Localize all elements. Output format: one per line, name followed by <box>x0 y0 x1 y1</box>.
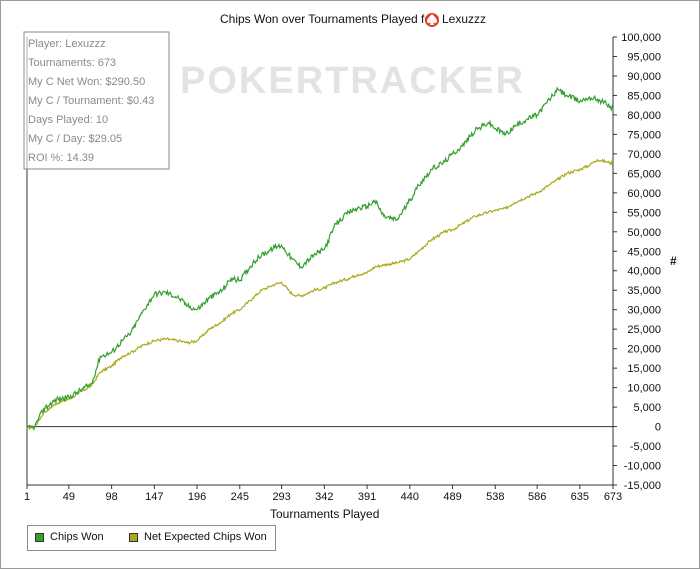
y-tick-label: 75,000 <box>627 129 661 141</box>
watermark: POKERTRACKER <box>180 60 525 102</box>
x-tick-label: 489 <box>443 491 461 503</box>
stats-box: Player: Lexuzzz Tournaments: 673 My C Ne… <box>23 31 170 170</box>
x-tick-label: 440 <box>401 491 419 503</box>
y-tick-label: 5,000 <box>633 402 661 414</box>
y-tick-label: 0 <box>655 422 661 434</box>
y-tick-label: 95,000 <box>627 51 661 63</box>
legend-label-chips-won: Chips Won <box>50 531 104 543</box>
stat-days-played: Days Played: 10 <box>28 114 108 126</box>
y-axis-title: # <box>670 254 677 268</box>
y-tick-label: 85,000 <box>627 90 661 102</box>
y-tick-label: -5,000 <box>630 441 661 453</box>
legend-item-net-expected: Net Expected Chips Won <box>129 531 267 543</box>
y-tick-label: 30,000 <box>627 305 661 317</box>
y-tick-label: 100,000 <box>621 32 661 44</box>
legend-swatch-chips-won <box>35 532 44 542</box>
y-tick-label: 40,000 <box>627 266 661 278</box>
stat-net-won: My C Net Won: $290.50 <box>28 76 145 88</box>
x-tick-label: 538 <box>486 491 504 503</box>
y-tick-label: 80,000 <box>627 110 661 122</box>
y-tick-label: 35,000 <box>627 285 661 297</box>
x-tick-label: 673 <box>604 491 622 503</box>
y-tick-label: 90,000 <box>627 71 661 83</box>
series-net-expected-chips-won <box>26 158 614 431</box>
spade-icon <box>425 13 439 27</box>
x-axis: 1 49 98 147 196 245 293 342 391 440 489 538 586 635 67… <box>24 485 622 503</box>
legend-label-net-expected: Net Expected Chips Won <box>144 531 267 543</box>
y-tick-label: -15,000 <box>624 480 661 492</box>
legend-item-chips-won: Chips Won <box>35 531 104 543</box>
x-tick-label: 147 <box>145 491 163 503</box>
stat-tournaments: Tournaments: 673 <box>28 57 116 69</box>
x-tick-label: 196 <box>188 491 206 503</box>
stat-per-day: My C / Day: $29.05 <box>28 133 122 145</box>
y-tick-label: 20,000 <box>627 344 661 356</box>
stat-player: Player: Lexuzzz <box>28 38 106 50</box>
y-tick-label: 55,000 <box>627 207 661 219</box>
player-name: Lexuzzz <box>442 12 486 26</box>
stat-per-tournament: My C / Tournament: $0.43 <box>28 95 154 107</box>
y-tick-label: 25,000 <box>627 324 661 336</box>
y-tick-label: 15,000 <box>627 363 661 375</box>
x-tick-label: 245 <box>231 491 249 503</box>
x-tick-label: 293 <box>272 491 290 503</box>
x-tick-label: 1 <box>24 491 30 503</box>
x-tick-label: 391 <box>358 491 376 503</box>
y-tick-label: 50,000 <box>627 227 661 239</box>
x-tick-label: 49 <box>63 491 75 503</box>
legend-swatch-net-expected <box>129 532 138 542</box>
x-tick-label: 586 <box>528 491 546 503</box>
y-tick-label: -10,000 <box>624 461 661 473</box>
y-axis: -15,000 -10,000 -5,000 0 5,000 10,000 15,000 20… <box>613 32 661 492</box>
x-tick-label: 635 <box>571 491 589 503</box>
x-tick-label: 98 <box>105 491 117 503</box>
legend: Chips Won Net Expected Chips Won <box>27 525 276 551</box>
y-tick-label: 65,000 <box>627 168 661 180</box>
chart-title: Chips Won over Tournaments Played for <box>220 12 435 26</box>
series-chips-won <box>26 86 614 432</box>
y-tick-label: 70,000 <box>627 149 661 161</box>
stat-roi: ROI %: 14.39 <box>28 152 94 164</box>
y-tick-label: 10,000 <box>627 383 661 395</box>
x-tick-label: 342 <box>315 491 333 503</box>
y-tick-label: 60,000 <box>627 188 661 200</box>
y-tick-label: 45,000 <box>627 246 661 258</box>
x-axis-title: Tournaments Played <box>270 507 379 521</box>
